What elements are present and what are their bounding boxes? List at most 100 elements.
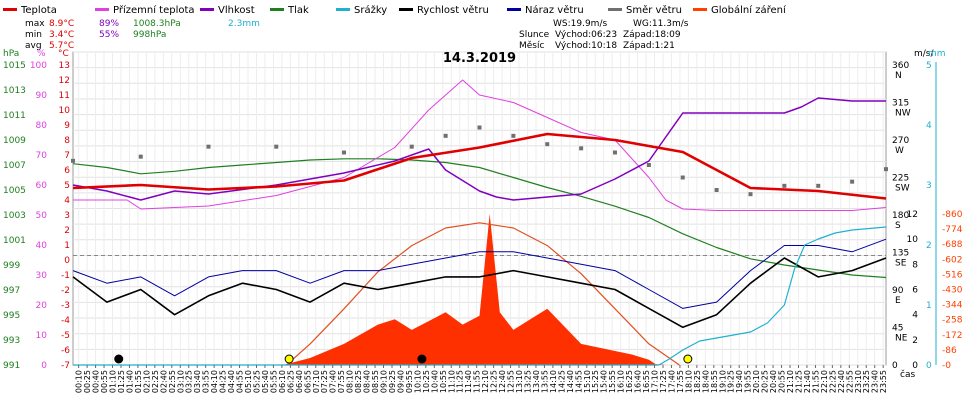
x-tick-label: 00:40: [92, 370, 101, 393]
x-tick-label: 22:40: [837, 370, 846, 393]
x-tick-label: 02:55: [168, 370, 177, 393]
rain-line: [73, 226, 887, 366]
x-tick-label: 16:40: [634, 370, 643, 393]
plot-area: [71, 79, 888, 366]
pct-tick: 10: [36, 331, 48, 341]
right-axes: m/s/mm360N315NW270W225SW180S135SE90E45NE…: [892, 49, 963, 371]
wind-dir-dot: [409, 144, 414, 149]
sunset-marker: [683, 354, 693, 364]
pct-tick: 50: [36, 211, 48, 221]
hpa-tick: 1013: [3, 86, 26, 96]
x-tick-label: 08:10: [346, 370, 355, 393]
x-tick-label: 23:25: [862, 370, 871, 393]
x-tick-label: 05:25: [253, 370, 262, 393]
moon-label: Měsíc: [519, 41, 544, 51]
x-tick-label: 18:10: [684, 370, 693, 393]
wind-dir-letter: W: [895, 146, 904, 156]
x-tick-label: 10:40: [430, 370, 439, 393]
degc-tick: -2: [61, 286, 70, 296]
wind-dir-tick: 0: [892, 361, 898, 371]
x-tick-label: 16:55: [642, 370, 651, 393]
mm-tick: 2: [926, 241, 932, 251]
degc-tick: -4: [61, 316, 70, 326]
x-tick-label: 08:25: [354, 370, 363, 393]
legend-label: Směr větru: [626, 4, 682, 16]
degc-tick: 4: [64, 196, 70, 206]
wm2-tick: -344: [942, 301, 963, 311]
astro-info-block: WS:19.9m/s WG:11.3m/s Slunce Východ:06:23 Zá…: [519, 19, 689, 51]
degc-tick: 6: [64, 166, 70, 176]
stats-humidity: 89%: [99, 19, 119, 29]
x-tick-label: 04:55: [236, 370, 245, 393]
degc-tick: 0: [64, 256, 70, 266]
left-axes: hPa% °C1015101310111009100710051003100199…: [3, 49, 70, 371]
x-tick-label: 09:40: [397, 370, 406, 393]
mm-tick: 4: [926, 121, 932, 131]
legend-swatch: [399, 8, 413, 11]
x-tick-label: 11:55: [473, 370, 482, 393]
degc-tick: 2: [64, 226, 70, 236]
legend: Teplota Přízemní teplota Vlhkost Tlak Srážky…: [3, 4, 787, 16]
wind-dir-letter: SW: [895, 184, 910, 194]
x-tick-label: 22:10: [820, 370, 829, 393]
x-tick-label: 05:55: [269, 370, 278, 393]
legend-label: Rychlost větru: [417, 4, 489, 16]
stats-pressure: 1008.3hPa: [133, 19, 181, 29]
x-tick-label: 21:10: [786, 370, 795, 393]
x-tick-label: 09:55: [405, 370, 414, 393]
stats-humidity: 55%: [99, 30, 119, 40]
stats-label: avg: [25, 41, 42, 51]
hpa-tick: 1009: [3, 136, 26, 146]
wm2-tick: -516: [942, 270, 963, 280]
stats-label: max: [25, 19, 45, 29]
x-tick-label: 07:25: [320, 370, 329, 393]
wind-dir-dot: [545, 142, 550, 147]
wm2-tick: -0: [942, 361, 951, 371]
degc-tick: -7: [61, 361, 70, 371]
hpa-tick: 1011: [3, 111, 26, 121]
grid: [73, 51, 886, 366]
x-tick-label: 20:55: [778, 370, 787, 393]
degc-tick: 12: [59, 76, 70, 86]
hpa-tick: 1001: [3, 236, 26, 246]
pct-tick: 70: [36, 151, 48, 161]
legend-label: Globální záření: [711, 4, 787, 16]
hpa-tick: 993: [3, 336, 20, 346]
x-axis: 00:10 00:25 00:40 00:55 01:10 01:25 01:40 01:55…: [75, 365, 915, 393]
mm-tick: 3: [926, 181, 932, 191]
ms-tick: 12: [907, 210, 918, 220]
wind-dir-dot: [477, 125, 482, 130]
x-tick-label: 23:10: [854, 370, 863, 393]
x-tick-label: 14:25: [557, 370, 566, 393]
x-tick-label: 15:10: [583, 370, 592, 393]
x-tick-label: 20:25: [761, 370, 770, 393]
x-tick-label: 15:25: [591, 370, 600, 393]
wind-dir-letter: N: [895, 71, 902, 81]
x-tick-label: 13:10: [515, 370, 524, 393]
x-tick-label: 21:40: [803, 370, 812, 393]
legend-label: Náraz větru: [525, 4, 584, 16]
x-tick-label: 10:55: [439, 370, 448, 393]
x-tick-label: 16:25: [625, 370, 634, 393]
pct-tick: 60: [36, 181, 48, 191]
x-tick-label: 14:40: [566, 370, 575, 393]
hpa-tick: 1007: [3, 161, 26, 171]
x-tick-label: 05:40: [261, 370, 270, 393]
legend-swatch: [693, 8, 707, 11]
legend-swatch: [200, 8, 214, 11]
wind-dir-letter: S: [895, 221, 901, 231]
wind-gust-max: WG:11.3m/s: [633, 19, 689, 29]
wm2-tick: -172: [942, 331, 962, 341]
wind-dir-tick: 270: [892, 136, 909, 146]
radiation-area: [283, 214, 666, 365]
ms-unit: m/s/: [914, 49, 934, 59]
x-tick-label: 18:25: [693, 370, 702, 393]
x-tick-label: 07:55: [337, 370, 346, 393]
legend-swatch: [3, 8, 17, 11]
sunrise: Východ:06:23: [555, 30, 617, 40]
legend-label: Teplota: [20, 5, 57, 16]
degc-tick: 3: [64, 211, 70, 221]
x-tick-label: 00:55: [100, 370, 109, 393]
wind-dir-dot: [680, 175, 685, 180]
degc-tick: 13: [59, 61, 70, 71]
